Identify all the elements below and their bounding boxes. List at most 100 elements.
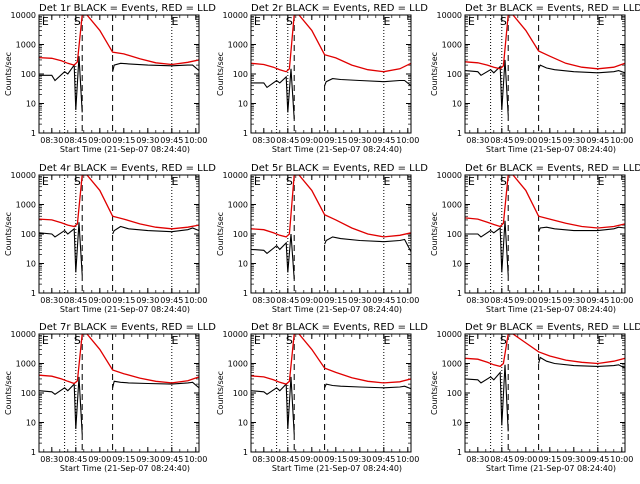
- panel-7: Det 7r BLACK = Events, RED = LLD Counts/s…: [4, 322, 216, 473]
- plot-frame: [38, 14, 200, 134]
- marker-s: S: [286, 334, 293, 347]
- x-axis-label: Start Time (21-Sep-07 08:24:40): [486, 464, 616, 473]
- x-tick-label: 09:45: [160, 136, 183, 145]
- x-tick-label: 08:45: [490, 455, 513, 464]
- x-tick-label: 08:45: [276, 296, 299, 305]
- y-axis-label: Counts/sec: [4, 371, 13, 415]
- x-tick-label: 09:45: [372, 455, 395, 464]
- marker-s: S: [74, 175, 81, 188]
- x-axis-label: Start Time (21-Sep-07 08:24:40): [60, 464, 190, 473]
- x-tick-label: 08:30: [40, 296, 63, 305]
- x-tick-label: 08:30: [466, 296, 489, 305]
- x-tick-label: 09:30: [136, 296, 159, 305]
- x-tick-label: 09:45: [160, 296, 183, 305]
- x-tick-label: 09:30: [136, 136, 159, 145]
- x-tick-label: 10:00: [396, 136, 419, 145]
- plot-frame: [38, 174, 200, 294]
- series-group: [39, 15, 199, 113]
- x-tick-label: 09:45: [372, 136, 395, 145]
- x-tick-label: 09:45: [586, 296, 609, 305]
- y-tick-label: 10000: [437, 11, 462, 20]
- panel-3: Det 3r BLACK = Events, RED = LLD Counts/s…: [430, 3, 640, 154]
- y-tick-label: 10000: [437, 330, 462, 339]
- x-tick-label: 09:45: [586, 136, 609, 145]
- marker-s: S: [74, 334, 81, 347]
- x-tick-label: 08:30: [252, 455, 275, 464]
- y-tick-label: 100: [21, 230, 36, 239]
- x-tick-label: 10:00: [610, 136, 633, 145]
- x-tick-label: 08:30: [40, 455, 63, 464]
- events-series-line: [538, 356, 625, 369]
- y-tick-label: 1000: [16, 41, 36, 50]
- marker-s: S: [500, 15, 507, 28]
- x-tick-label: 10:00: [184, 296, 207, 305]
- x-tick-label: 08:45: [490, 296, 513, 305]
- x-tick-label: 09:00: [88, 136, 111, 145]
- events-series-line: [324, 78, 411, 87]
- lld-series-line: [251, 334, 411, 385]
- marker-e: E: [384, 334, 391, 347]
- events-series-line: [251, 233, 295, 279]
- series-group: [465, 334, 625, 432]
- lld-series-line: [39, 15, 199, 66]
- lld-series-line: [39, 334, 199, 385]
- x-tick-label: 08:45: [64, 455, 87, 464]
- x-tick-label: 08:30: [466, 136, 489, 145]
- x-tick-label: 09:00: [514, 455, 537, 464]
- plot-frame: [464, 14, 626, 134]
- y-tick-label: 10000: [11, 330, 36, 339]
- marker-e: E: [468, 334, 475, 347]
- x-tick-label: 09:30: [562, 296, 585, 305]
- x-tick-label: 09:45: [160, 455, 183, 464]
- panel-6: Det 6r BLACK = Events, RED = LLD Counts/s…: [430, 163, 640, 314]
- y-tick-label: 1: [243, 129, 248, 138]
- events-series-line: [112, 225, 199, 235]
- y-tick-label: 1: [457, 448, 462, 457]
- panel-title: Det 4r BLACK = Events, RED = LLD: [39, 163, 216, 174]
- panel-5: Det 5r BLACK = Events, RED = LLD Counts/s…: [216, 163, 428, 314]
- x-tick-label: 09:30: [348, 455, 371, 464]
- events-series-line: [251, 376, 295, 435]
- y-tick-label: 10: [238, 419, 248, 428]
- x-axis-label: Start Time (21-Sep-07 08:24:40): [486, 145, 616, 154]
- x-tick-label: 09:45: [586, 455, 609, 464]
- events-series-line: [324, 236, 411, 253]
- x-axis-label: Start Time (21-Sep-07 08:24:40): [272, 464, 402, 473]
- panel-9: Det 9r BLACK = Events, RED = LLD Counts/s…: [430, 322, 640, 473]
- x-tick-label: 09:00: [300, 455, 323, 464]
- events-series-line: [39, 376, 83, 435]
- y-tick-label: 1: [31, 289, 36, 298]
- marker-e: E: [598, 15, 605, 28]
- marker-e: E: [42, 334, 49, 347]
- x-tick-label: 09:15: [324, 455, 347, 464]
- y-tick-label: 1: [31, 448, 36, 457]
- y-axis-label: Counts/sec: [430, 371, 439, 415]
- y-axis-label: Counts/sec: [216, 212, 225, 256]
- x-tick-label: 09:15: [538, 136, 561, 145]
- x-axis-label: Start Time (21-Sep-07 08:24:40): [60, 305, 190, 314]
- y-tick-label: 10: [452, 419, 462, 428]
- y-axis-label: Counts/sec: [430, 212, 439, 256]
- panel-title: Det 7r BLACK = Events, RED = LLD: [39, 322, 216, 333]
- x-tick-label: 09:00: [88, 455, 111, 464]
- marker-e: E: [598, 175, 605, 188]
- marker-e: E: [42, 175, 49, 188]
- y-tick-label: 100: [21, 389, 36, 398]
- lld-series-line: [39, 175, 199, 230]
- events-series-line: [251, 68, 295, 119]
- plot-frame: [464, 174, 626, 294]
- panel-8: Det 8r BLACK = Events, RED = LLD Counts/s…: [216, 322, 428, 473]
- x-tick-label: 09:45: [372, 296, 395, 305]
- x-tick-label: 08:30: [252, 296, 275, 305]
- events-series-line: [538, 226, 625, 232]
- marker-e: E: [254, 15, 261, 28]
- panel-title: Det 2r BLACK = Events, RED = LLD: [251, 3, 428, 14]
- y-tick-label: 1: [457, 289, 462, 298]
- series-group: [251, 334, 411, 435]
- marker-e: E: [384, 15, 391, 28]
- x-tick-label: 09:00: [514, 296, 537, 305]
- x-tick-label: 10:00: [184, 455, 207, 464]
- y-tick-label: 1000: [442, 360, 462, 369]
